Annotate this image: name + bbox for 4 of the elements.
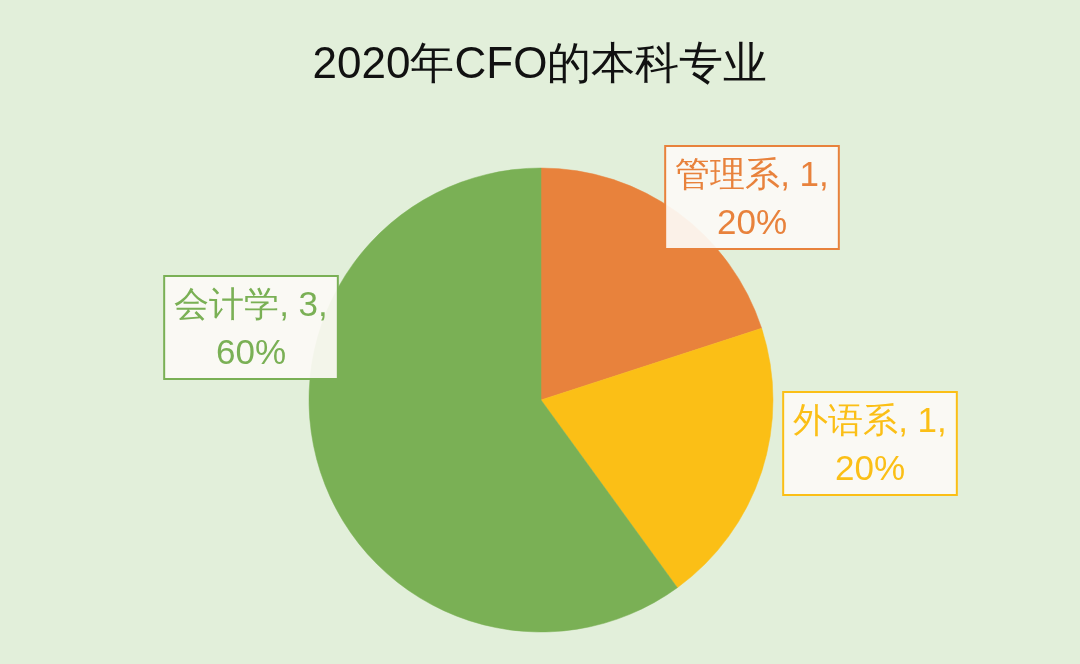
slice-label: 会计学, 3, 60%	[174, 284, 328, 371]
chart-title: 2020年CFO的本科专业	[312, 38, 768, 87]
slice-label: 管理系, 1, 20%	[675, 154, 829, 241]
slice-label: 外语系, 1, 20%	[793, 400, 947, 487]
